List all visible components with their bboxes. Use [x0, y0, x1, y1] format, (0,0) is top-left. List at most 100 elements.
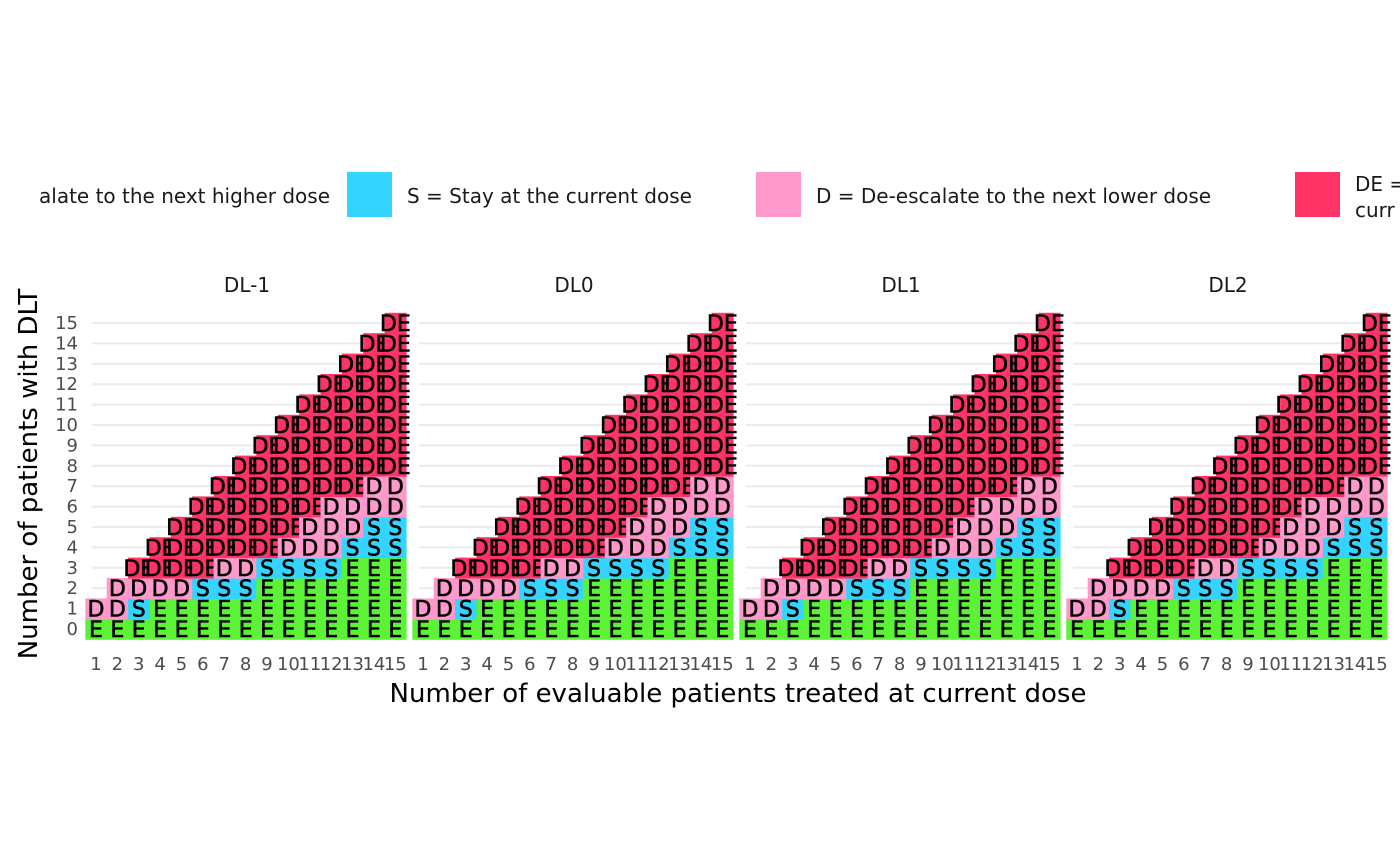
cell-label: DE [707, 455, 738, 480]
cell-e [277, 618, 300, 640]
x-axis-label: Number of evaluable patients treated at … [390, 679, 1087, 709]
cell-de [192, 496, 215, 518]
cell-label: DE [1034, 434, 1065, 459]
cell-label: E [260, 598, 274, 623]
cell-label: D [1019, 496, 1036, 521]
cell-de [690, 394, 713, 416]
cell-label: E [303, 618, 317, 643]
y-tick-label: 13 [55, 354, 78, 375]
cell-label: DE [380, 414, 411, 439]
cell-de [1038, 455, 1061, 477]
cell-label: S [608, 557, 622, 582]
cell-de [213, 496, 236, 518]
cell-label: DE [1297, 373, 1328, 398]
cell-de [363, 414, 386, 436]
cell-de [647, 394, 670, 416]
x-tick-label: 7 [219, 654, 230, 675]
cell-label: DE [493, 557, 524, 582]
cell-label: E [1348, 598, 1362, 623]
cell-label: E [1220, 598, 1234, 623]
cell-de [910, 516, 933, 538]
cell-label: D [1154, 577, 1171, 602]
cell-d [995, 496, 1018, 518]
cell-de [1301, 455, 1324, 477]
cell-de [910, 435, 933, 457]
cell-label: E [1241, 598, 1255, 623]
x-tick-label: 13 [1322, 654, 1345, 675]
cell-label: DE [123, 557, 154, 582]
cell-e [106, 618, 129, 640]
cell-e [540, 598, 563, 620]
cell-de [341, 455, 364, 477]
cell-de [320, 476, 343, 497]
x-tick-label: 11 [1279, 654, 1302, 675]
cell-de [1017, 455, 1040, 477]
cell-label: E [1042, 557, 1056, 582]
cell-label: E [630, 598, 644, 623]
cell-label: DE [707, 332, 738, 357]
x-tick-label: 13 [668, 654, 691, 675]
cell-label: DE [707, 312, 738, 337]
cell-e [1151, 618, 1174, 640]
cell-label: DE [1190, 475, 1221, 500]
cell-label: E [1284, 618, 1298, 643]
cell-label: E [281, 618, 295, 643]
cell-label: S [786, 598, 800, 623]
x-tick-label: 5 [176, 654, 187, 675]
cell-label: DE [820, 536, 851, 561]
cell-de [363, 455, 386, 477]
cell-label: E [1369, 618, 1383, 643]
cell-label: S [957, 557, 971, 582]
cell-de [1322, 394, 1345, 416]
cell-label: E [175, 618, 189, 643]
cell-label: DE [927, 496, 958, 521]
cell-label: E [935, 618, 949, 643]
legend-label-de-line2: curr [1355, 198, 1396, 222]
cell-d [760, 598, 783, 620]
cell-de [128, 557, 151, 579]
cell-de [1237, 496, 1260, 518]
cell-label: D [977, 496, 994, 521]
cell-label: E [587, 577, 601, 602]
cell-de [888, 496, 911, 518]
cell-label: DE [1147, 536, 1178, 561]
cell-label: DE [536, 496, 567, 521]
cell-label: DE [273, 516, 304, 541]
cell-label: DE [472, 557, 503, 582]
cell-s [1365, 516, 1388, 538]
cell-label: DE [1013, 353, 1044, 378]
cell-de [149, 537, 172, 559]
cell-label: DE [927, 434, 958, 459]
cell-label: DE [252, 475, 283, 500]
cell-de [647, 476, 670, 497]
cell-label: S [1000, 536, 1014, 561]
x-tick-label: 14 [1343, 654, 1366, 675]
cell-de [1280, 476, 1303, 497]
cell-label: D [955, 536, 972, 561]
cell-label: E [1000, 557, 1014, 582]
cell-s [1344, 537, 1367, 559]
cell-e [1237, 578, 1260, 599]
cell-label: DE [1297, 455, 1328, 480]
cell-label: S [324, 557, 338, 582]
cell-de [888, 455, 911, 477]
cell-label: DE [273, 434, 304, 459]
cell-label: DE [380, 353, 411, 378]
cell-label: DE [863, 516, 894, 541]
cell-label: DE [1034, 373, 1065, 398]
cell-label: DE [799, 557, 830, 582]
cell-label: S [1042, 536, 1056, 561]
cell-e [412, 618, 435, 640]
cell-e [953, 578, 976, 599]
cell-e [128, 618, 151, 640]
cell-de [1344, 394, 1367, 416]
cell-label: DE [841, 516, 872, 541]
cell-d [803, 578, 826, 599]
cell-label: DE [1211, 496, 1242, 521]
cell-de [1322, 374, 1345, 395]
cell-label: E [1348, 557, 1362, 582]
cell-s [626, 557, 649, 579]
cell-label: DE [863, 475, 894, 500]
cell-label: D [415, 598, 432, 623]
cell-label: D [1069, 598, 1086, 623]
